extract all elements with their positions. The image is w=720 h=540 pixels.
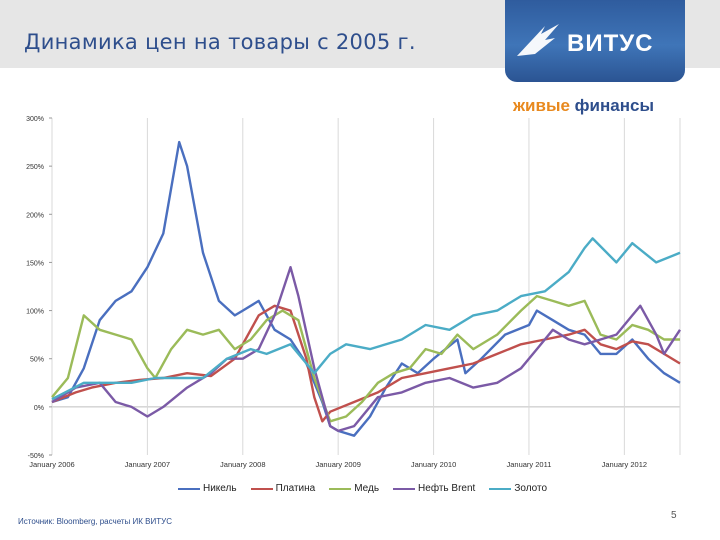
y-tick-label: -50% (28, 453, 44, 460)
chart-legend: Никель Платина Медь Нефть Brent Золото (178, 483, 547, 494)
legend-item: Медь (329, 483, 379, 494)
series-line-Медь (51, 294, 680, 423)
legend-label: Медь (354, 483, 380, 494)
zhivye-finansy-logo: живые финансы (513, 96, 654, 116)
page-number: 5 (671, 510, 677, 521)
legend-label: Нефть Brent (418, 483, 476, 494)
legend-swatch (178, 487, 200, 490)
y-tick-label: 200% (26, 212, 44, 219)
series-line-Платина (51, 304, 681, 423)
x-tick-label: January 2011 (507, 460, 552, 469)
y-tick-label: 250% (26, 164, 44, 171)
series-line-Золото (51, 237, 681, 401)
source-note: Источник: Bloomberg, расчеты ИК ВИТУС (18, 517, 172, 526)
vitus-logo: ВИТУС (505, 0, 685, 82)
x-tick-label: January 2007 (125, 460, 170, 469)
legend-label: Никель (203, 483, 237, 494)
wing-icon (517, 24, 559, 56)
series-line-Нефть Brent (51, 266, 682, 433)
legend-item: Платина (250, 483, 316, 494)
y-tick-label: 50% (30, 357, 44, 364)
x-tick-label: January 2006 (29, 460, 74, 469)
legend-swatch (489, 487, 512, 490)
legend-item: Никель (178, 483, 237, 494)
y-tick-label: 300% (26, 116, 44, 123)
y-tick-label: 150% (26, 260, 44, 267)
legend-item: Золото (489, 483, 547, 494)
legend-swatch (250, 487, 273, 490)
zhivye-logo-word1: живые (513, 96, 570, 115)
vitus-logo-text: ВИТУС (567, 30, 654, 57)
page-title: Динамика цен на товары с 2005 г. (24, 30, 416, 54)
zhivye-logo-word2: финансы (574, 96, 654, 115)
legend-swatch (393, 487, 416, 490)
x-tick-label: January 2008 (220, 460, 265, 469)
legend-label: Платина (275, 483, 316, 494)
legend-item: Нефть Brent (393, 483, 475, 494)
series-line-Никель (51, 140, 681, 437)
x-tick-label: January 2010 (411, 460, 456, 469)
y-tick-label: 0% (34, 405, 44, 412)
legend-label: Золото (514, 483, 548, 494)
y-tick-label: 100% (26, 309, 44, 316)
x-tick-label: January 2009 (315, 460, 360, 469)
legend-swatch (329, 487, 352, 490)
x-tick-label: January 2012 (602, 460, 647, 469)
